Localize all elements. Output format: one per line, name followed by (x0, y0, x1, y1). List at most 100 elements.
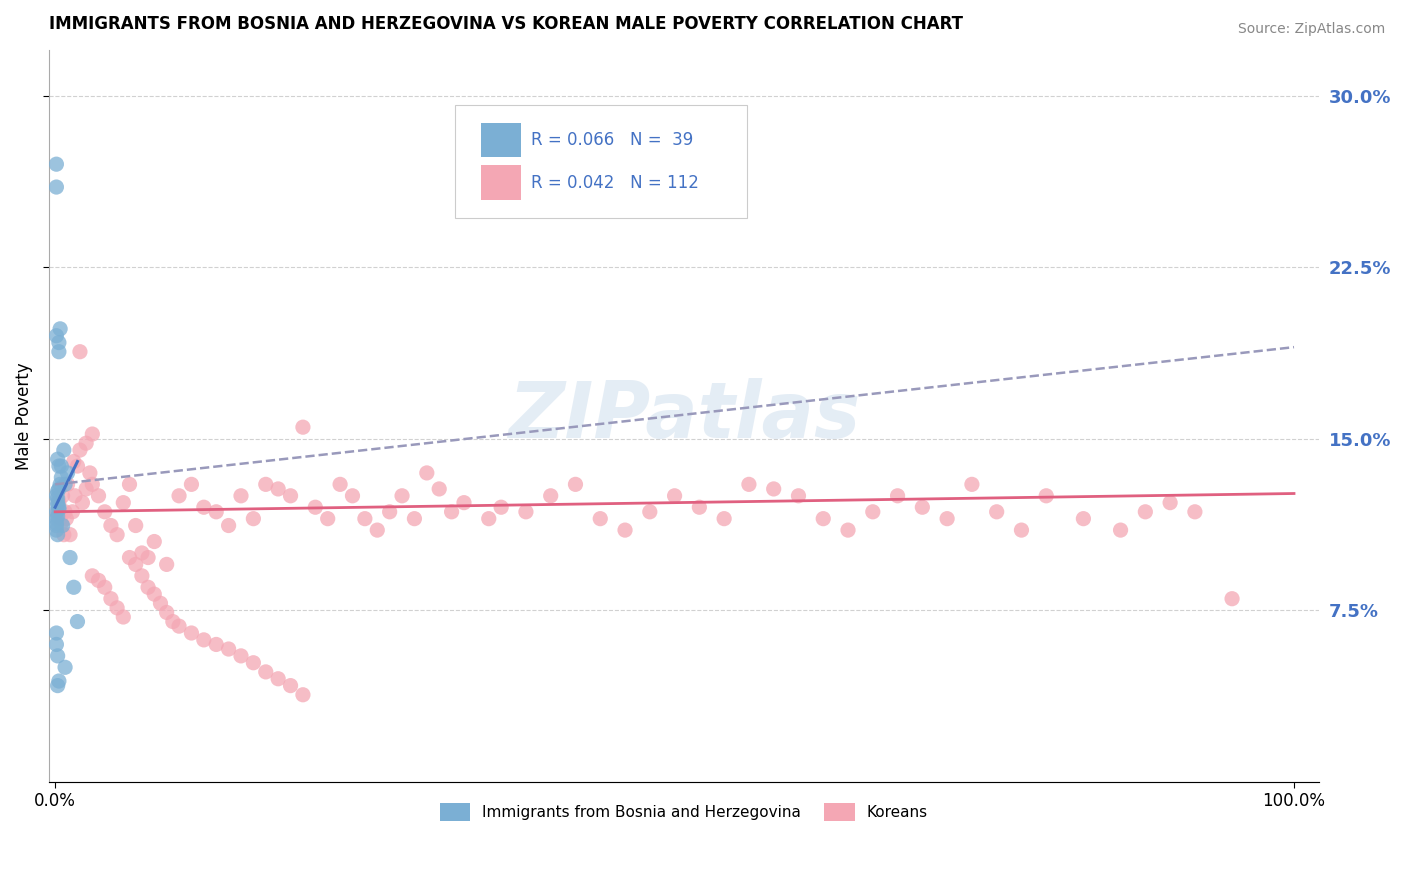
Point (540, 489, 562, 503)
Point (267, 482, 290, 496)
Point (713, 511, 735, 525)
Point (105, 600, 128, 615)
Point (1073, 511, 1095, 525)
Point (100, 591, 122, 606)
Point (489, 500, 512, 515)
Point (72, 496, 94, 510)
FancyBboxPatch shape (481, 165, 522, 200)
Point (52, 527, 75, 541)
Point (48, 344, 70, 359)
Point (267, 672, 290, 686)
Point (46, 498, 69, 512)
Point (688, 500, 710, 515)
Text: R = 0.042   N = 112: R = 0.042 N = 112 (531, 174, 699, 192)
Point (787, 489, 810, 503)
Point (45, 157, 67, 171)
Point (45, 328, 67, 343)
Point (46, 509, 69, 524)
Point (118, 477, 141, 491)
Point (56, 477, 79, 491)
Point (87, 574, 110, 588)
Point (837, 523, 859, 537)
Point (404, 511, 426, 525)
Point (378, 505, 401, 519)
Point (45, 626, 67, 640)
Point (69, 344, 91, 359)
Legend: Immigrants from Bosnia and Herzegovina, Koreans: Immigrants from Bosnia and Herzegovina, … (433, 797, 934, 827)
Point (46, 496, 69, 510)
Point (167, 489, 190, 503)
Point (960, 477, 983, 491)
Point (1184, 505, 1206, 519)
Text: Source: ZipAtlas.com: Source: ZipAtlas.com (1237, 22, 1385, 37)
Point (49, 322, 72, 336)
Point (112, 610, 135, 624)
Point (1220, 591, 1243, 606)
Point (56, 466, 79, 480)
Point (862, 505, 884, 519)
Point (1159, 496, 1181, 510)
Point (1010, 523, 1032, 537)
Point (46, 648, 69, 663)
Point (936, 511, 959, 525)
Point (366, 523, 388, 537)
Point (762, 482, 785, 496)
Point (45, 180, 67, 194)
Point (105, 527, 128, 541)
Point (48, 496, 70, 510)
Point (149, 596, 172, 610)
Point (52, 443, 75, 458)
Point (205, 637, 228, 651)
Point (218, 518, 240, 533)
Point (180, 477, 202, 491)
Point (53, 660, 76, 674)
Point (416, 466, 439, 480)
Point (131, 546, 153, 560)
Point (1035, 489, 1057, 503)
Point (280, 489, 302, 503)
Point (638, 505, 661, 519)
Point (131, 569, 153, 583)
Point (45, 511, 67, 525)
Point (51, 470, 73, 484)
Point (229, 648, 252, 663)
Point (69, 443, 91, 458)
Point (82, 477, 104, 491)
Point (45, 505, 67, 519)
Point (478, 511, 501, 525)
Point (427, 482, 450, 496)
Point (55, 511, 77, 525)
Point (886, 489, 908, 503)
Point (52, 518, 75, 533)
Point (254, 665, 277, 679)
Point (48, 458, 70, 473)
Point (911, 500, 934, 515)
Point (143, 534, 166, 549)
Point (59, 550, 82, 565)
Point (589, 511, 612, 525)
Point (143, 587, 166, 601)
Point (49, 477, 72, 491)
Point (100, 518, 122, 533)
FancyBboxPatch shape (481, 123, 522, 157)
Point (48, 335, 70, 350)
Point (291, 688, 314, 702)
Point (218, 642, 240, 657)
Point (614, 523, 637, 537)
Point (291, 420, 314, 434)
Point (229, 489, 252, 503)
Point (48, 673, 70, 688)
Point (53, 505, 76, 519)
Text: R = 0.066   N =  39: R = 0.066 N = 39 (531, 131, 693, 149)
Point (59, 527, 82, 541)
Point (162, 615, 184, 629)
Point (254, 477, 277, 491)
Point (118, 550, 141, 565)
Point (205, 505, 228, 519)
Point (66, 458, 89, 473)
Point (1135, 505, 1157, 519)
Point (342, 489, 364, 503)
Point (46, 484, 69, 499)
Point (45, 489, 67, 503)
Point (156, 606, 179, 620)
